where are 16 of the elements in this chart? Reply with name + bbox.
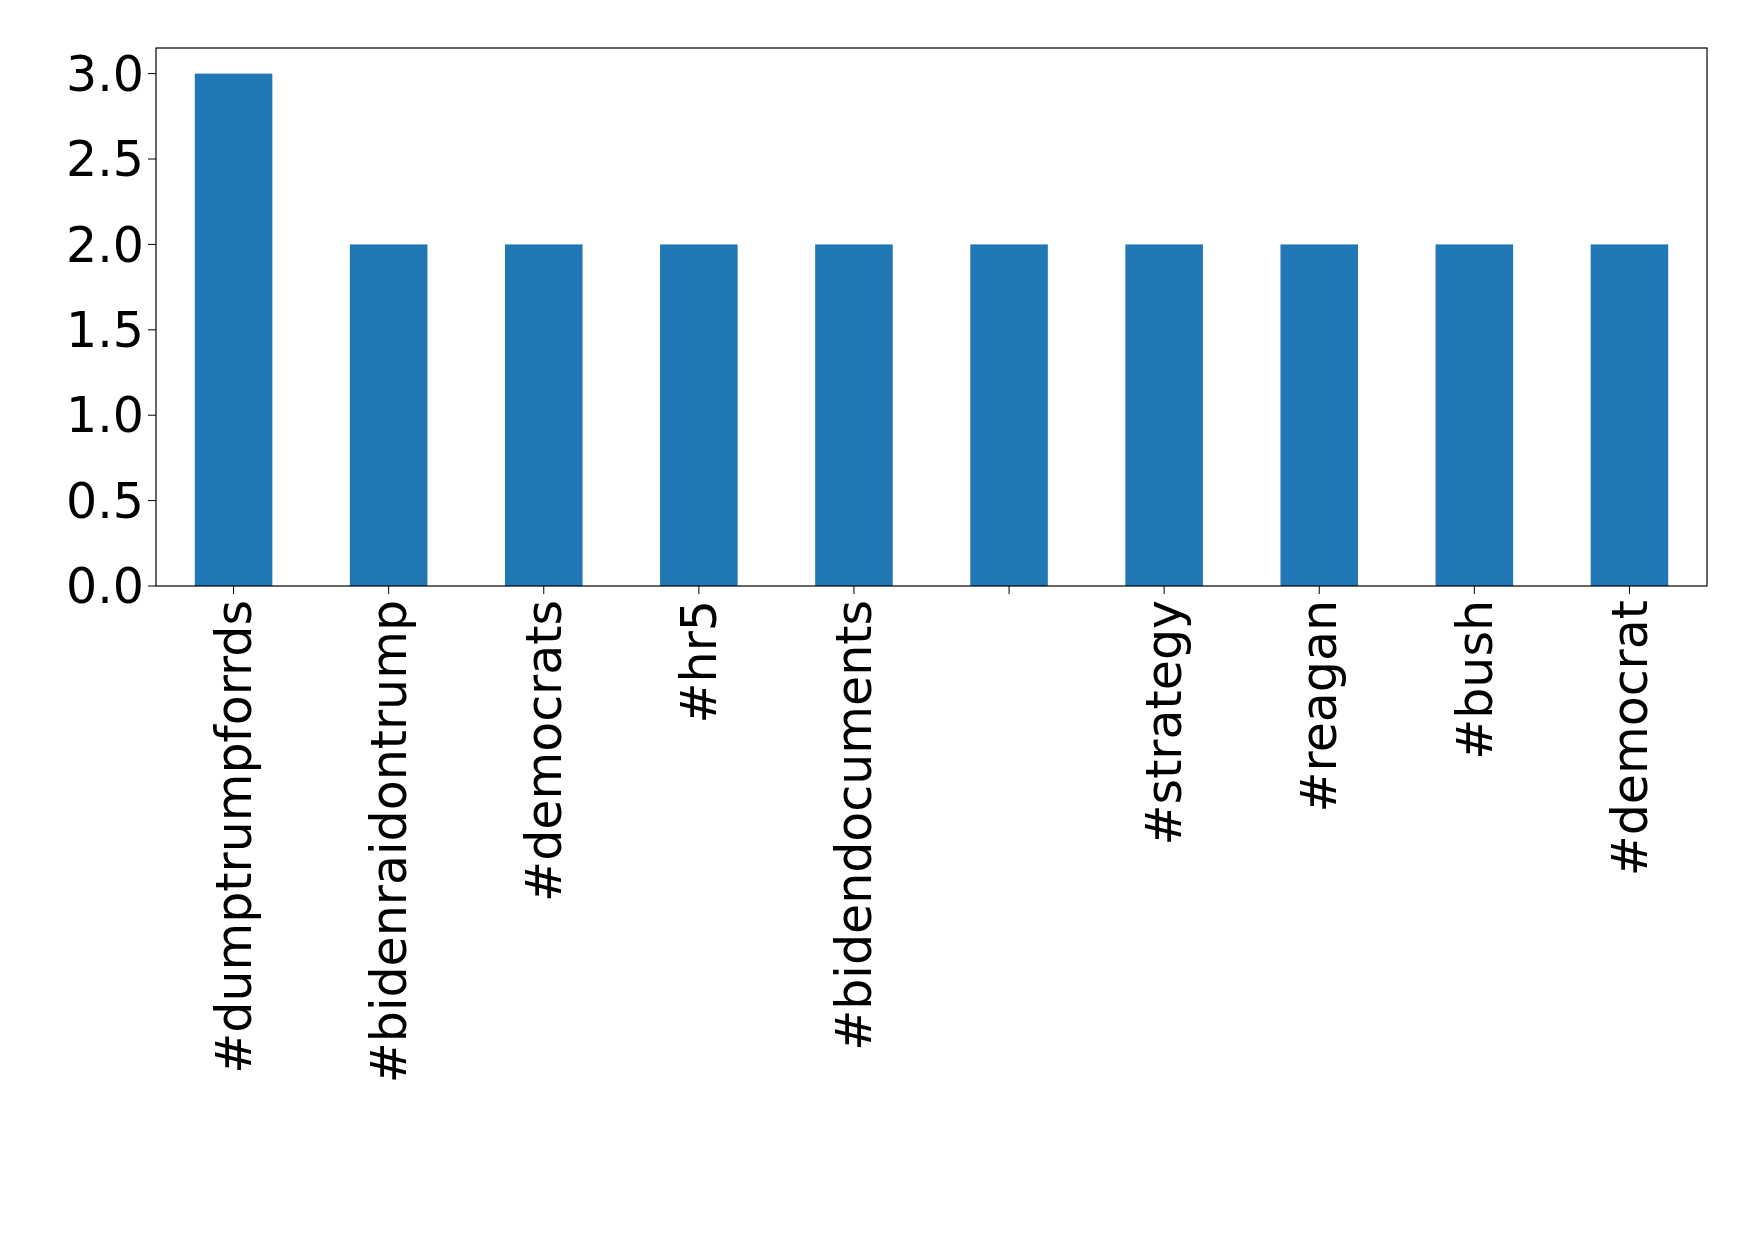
y-tick-label: 0.0 <box>66 558 144 616</box>
y-tick-label: 2.5 <box>66 131 144 189</box>
x-tick-label: #dumptrumpforrds <box>205 600 263 1074</box>
x-tick-label: #bidenraidontrump <box>360 600 418 1084</box>
y-tick-label: 2.0 <box>66 216 144 274</box>
y-tick-label: 1.5 <box>66 301 144 359</box>
x-tick-label: #reagan <box>1291 600 1349 813</box>
x-tick-label: #bidendocuments <box>826 600 884 1051</box>
x-tick-label: #democrat <box>1601 600 1659 877</box>
x-tick-label: #democrats <box>515 600 573 902</box>
x-tick-label: #hr5 <box>671 600 728 724</box>
x-tick-label: #strategy <box>1136 600 1194 846</box>
x-tick-label: #bush <box>1446 600 1504 760</box>
y-tick-label: 3.0 <box>66 45 144 103</box>
y-tick-label: 0.5 <box>66 472 144 530</box>
y-tick-label: 1.0 <box>66 387 144 445</box>
